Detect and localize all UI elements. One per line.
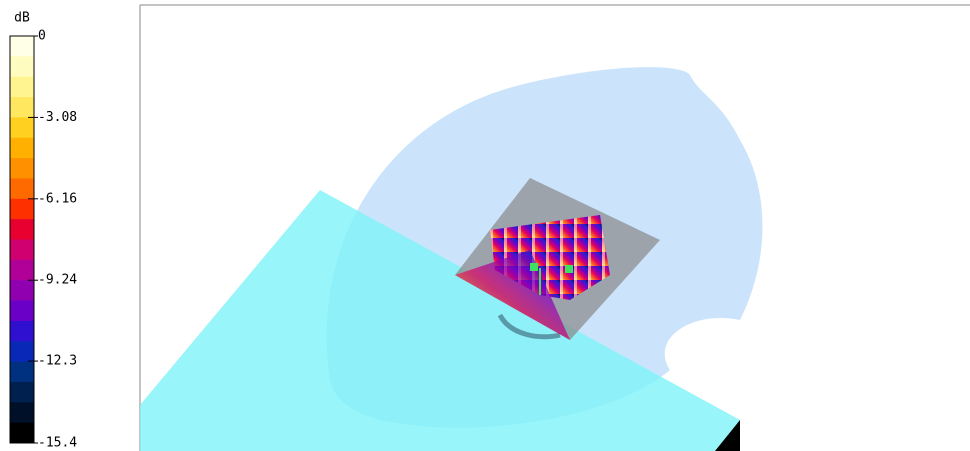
colorbar: dB 0 -3.08 -6.16 -9.24 -12.3 -15.4 bbox=[9, 11, 77, 451]
colorbar-band bbox=[10, 158, 34, 179]
colorbar-band bbox=[10, 280, 34, 302]
colorbar-band bbox=[10, 56, 34, 78]
colorbar-band bbox=[10, 137, 34, 159]
colorbar-tick-label: -3.08 bbox=[38, 110, 77, 125]
colorbar-band bbox=[10, 341, 34, 363]
ground-plane bbox=[140, 190, 740, 451]
colorbar-band bbox=[10, 300, 34, 322]
colorbar-band bbox=[10, 320, 34, 342]
colorbar-band bbox=[10, 219, 34, 240]
colorbar-band bbox=[10, 402, 34, 424]
colorbar-band bbox=[10, 422, 34, 444]
colorbar-band bbox=[10, 97, 34, 118]
colorbar-band bbox=[10, 178, 34, 200]
colorbar-band bbox=[10, 76, 34, 98]
colorbar-tick-label: 0 bbox=[38, 29, 46, 44]
colorbar-tick-label: -15.4 bbox=[38, 436, 77, 451]
colorbar-band bbox=[10, 239, 34, 261]
port bbox=[565, 265, 573, 273]
field-heatmap bbox=[455, 250, 570, 340]
plane-edge bbox=[715, 420, 740, 451]
colorbar-frame bbox=[9, 35, 35, 444]
colorbar-tick-label: -6.16 bbox=[38, 191, 77, 206]
colorbar-band bbox=[10, 198, 34, 220]
port bbox=[530, 263, 538, 271]
viewport bbox=[139, 4, 970, 451]
colorbar-tick-label: -12.3 bbox=[38, 354, 77, 369]
colorbar-tick-label: -9.24 bbox=[38, 273, 77, 288]
colorbar-band bbox=[10, 117, 34, 139]
colorbar-band bbox=[10, 381, 34, 403]
colorbar-band bbox=[10, 36, 34, 57]
colorbar-band bbox=[10, 259, 34, 281]
feed-arc bbox=[497, 313, 561, 340]
colorbar-band bbox=[10, 361, 34, 383]
colorbar-unit: dB bbox=[14, 11, 30, 26]
